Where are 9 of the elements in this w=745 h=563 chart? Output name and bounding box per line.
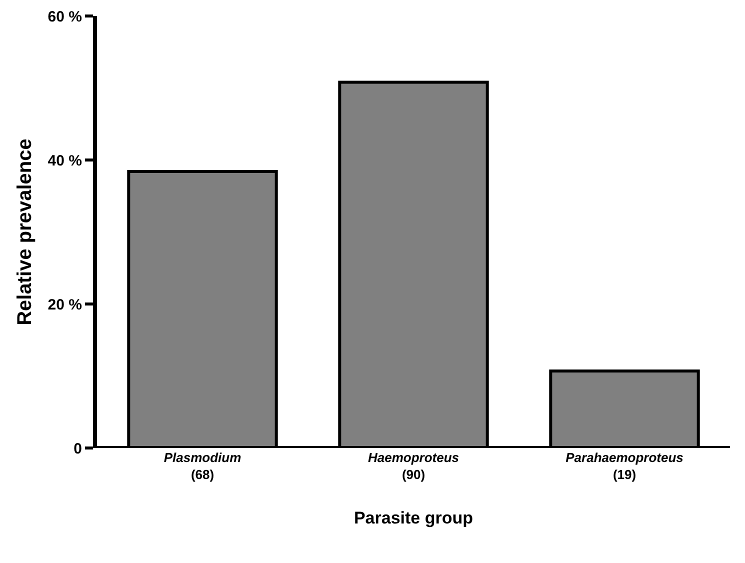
y-axis-title: Relative prevalence <box>14 138 36 326</box>
y-tick-label: 60 % <box>48 8 82 26</box>
x-tick-label: Plasmodium (68) <box>164 450 242 482</box>
x-tick-label: Haemoproteus (90) <box>368 450 460 482</box>
x-tick-label: Parahaemoproteus (19) <box>566 450 684 482</box>
x-axis-title: Parasite group <box>354 508 474 528</box>
y-tick-label: 20 % <box>48 296 82 314</box>
y-tick-label: 0 <box>74 440 82 458</box>
y-tick-label: 40 % <box>48 152 82 170</box>
